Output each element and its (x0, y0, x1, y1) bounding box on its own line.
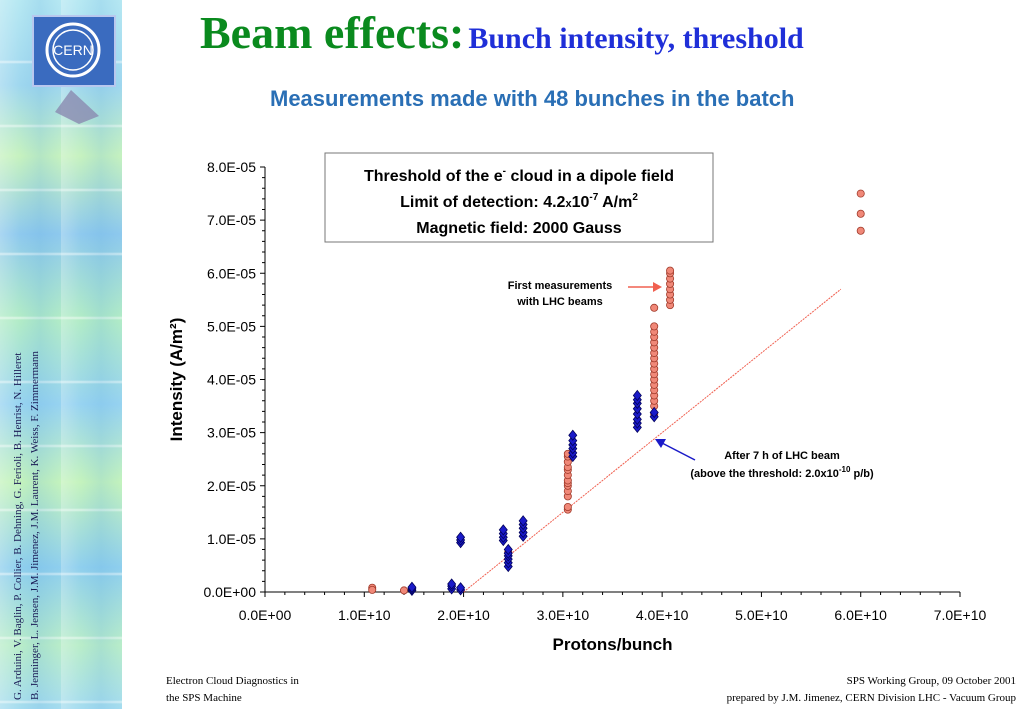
diamond-point (407, 581, 417, 593)
page-caption: Measurements made with 48 bunches in the… (270, 86, 795, 111)
x-tick-label: 6.0E+10 (834, 607, 887, 623)
footer-left: Electron Cloud Diagnostics in the SPS Ma… (166, 673, 299, 707)
x-tick-label: 1.0E+10 (338, 607, 391, 623)
circle-point (399, 586, 408, 595)
title-main: Beam effects: (200, 7, 465, 58)
red-arrow-head (653, 282, 662, 292)
footer-right-line-2: prepared by J.M. Jimenez, CERN Division … (726, 692, 1016, 704)
footer-right-line-1: SPS Working Group, 09 October 2001 (846, 675, 1016, 687)
page-title: Beam effects: Bunch intensity, threshold (200, 6, 804, 59)
blue-arrow-head (655, 439, 666, 448)
logo-text: CERN (53, 42, 93, 58)
x-tick-label: 7.0E+10 (934, 607, 987, 623)
box-line-3: Magnetic field: 2000 Gauss (416, 220, 622, 237)
diamond-point (456, 582, 466, 594)
threshold-line (463, 288, 842, 593)
circle-point (856, 226, 865, 235)
x-tick-label: 0.0E+00 (239, 607, 292, 623)
diamond-point (568, 429, 578, 441)
box-line-1: Threshold of the e- cloud in a dipole fi… (364, 166, 674, 185)
diamond-point (649, 406, 659, 419)
diamond-point (456, 531, 466, 543)
circle-point (666, 266, 675, 275)
diamond-point (447, 578, 457, 590)
y-tick-label: 4.0E-05 (207, 372, 256, 388)
y-tick-label: 7.0E-05 (207, 212, 256, 228)
cern-logo: CERN (32, 15, 116, 124)
footer-left-line-1: Electron Cloud Diagnostics in (166, 675, 299, 687)
footer-left-line-2: the SPS Machine (166, 692, 242, 704)
chart-axes: 0.0E+00 1.0E-05 2.0E-05 3.0E-05 4.0E-05 5.0E-… (167, 159, 986, 654)
blue-arrow-shaft (661, 442, 696, 461)
note-first-line-1: First measurements (508, 280, 613, 292)
circle-point (856, 209, 865, 218)
chart-annotations: Threshold of the e- cloud in a dipole fi… (324, 152, 874, 480)
sidebar-background (0, 0, 122, 709)
x-tick-label: 2.0E+10 (437, 607, 490, 623)
y-tick-label: 6.0E-05 (207, 265, 256, 281)
diamond-point (632, 389, 642, 402)
note-after-line-2: (above the threshold: 2.0x10-10 p/b) (690, 465, 874, 480)
circle-point (563, 502, 572, 511)
threshold-box (324, 152, 714, 243)
diamond-point (503, 543, 513, 556)
y-tick-label: 8.0E-05 (207, 159, 256, 175)
y-tick-label: 5.0E-05 (207, 318, 256, 334)
sidebar-texture (0, 0, 122, 709)
y-tick-label: 0.0E+00 (203, 584, 256, 600)
x-tick-label: 5.0E+10 (735, 607, 788, 623)
decorative-sidebar: CERN G. Arduini, V. Baglin, P. Collier, … (0, 0, 122, 709)
chart-marks (368, 189, 865, 597)
y-tick-label: 3.0E-05 (207, 425, 256, 441)
title-sub: Bunch intensity, threshold (468, 22, 804, 55)
circle-point (650, 322, 659, 331)
note-first-line-2: with LHC beams (516, 296, 603, 308)
footer-right: SPS Working Group, 09 October 2001 prepa… (727, 673, 1016, 707)
y-tick-label: 2.0E-05 (207, 478, 256, 494)
circle-point (650, 303, 659, 312)
note-after-line-1: After 7 h of LHC beam (724, 450, 840, 462)
diamond-point (498, 524, 508, 536)
y-tick-label: 1.0E-05 (207, 531, 256, 547)
x-tick-label: 4.0E+10 (636, 607, 689, 623)
x-axis-label: Protons/bunch (553, 635, 673, 654)
diamond-point (518, 515, 528, 527)
x-tick-label: 3.0E+10 (537, 607, 590, 623)
y-axis-label: Intensity (A/m²) (167, 318, 186, 442)
circle-point (368, 585, 377, 594)
box-line-2: Limit of detection: 4.2x10-7 A/m2 (400, 192, 638, 211)
circle-point (856, 189, 865, 198)
